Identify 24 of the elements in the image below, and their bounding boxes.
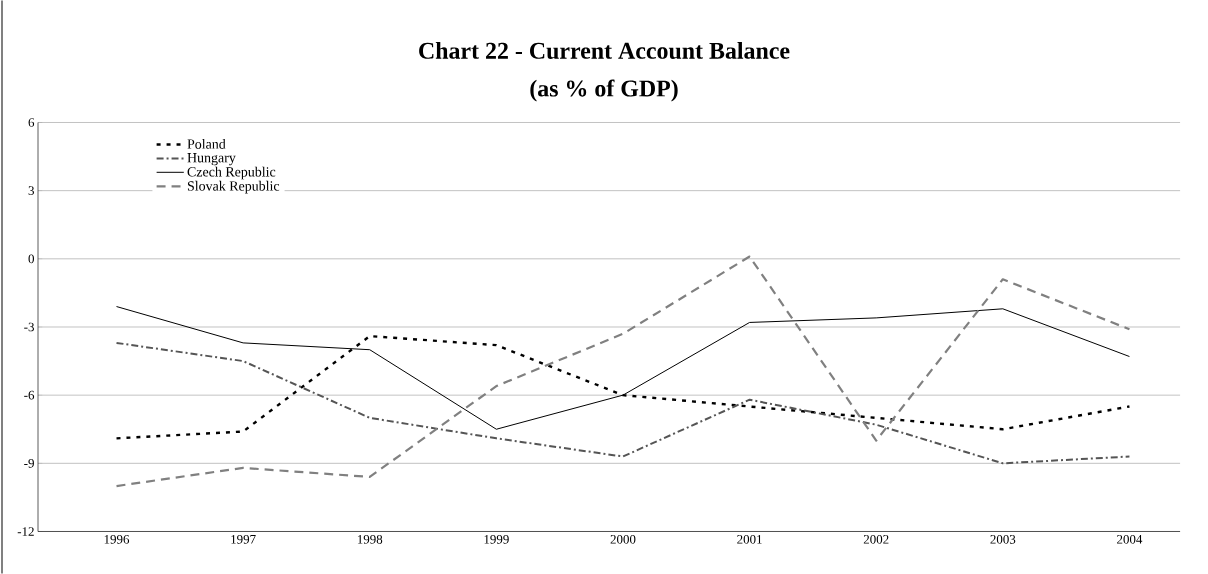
legend-label: Hungary <box>187 153 236 166</box>
x-tick-label: 2003 <box>990 535 1016 544</box>
y-tick-label: 3 <box>28 186 34 195</box>
x-tick-label: 1996 <box>104 535 130 544</box>
legend-label: Slovak Republic <box>187 180 280 194</box>
x-tick-label: 1997 <box>231 535 256 544</box>
y-tick-label: 0 <box>28 254 34 264</box>
line-series <box>115 255 1131 488</box>
x-tick-label: 1999 <box>484 535 509 544</box>
x-tick-label: 2002 <box>863 535 889 544</box>
x-tick-label: 2000 <box>610 535 636 544</box>
legend-label: Poland <box>187 138 226 149</box>
y-tick-label: -9 <box>24 458 34 468</box>
chart-subtitle: (as % of GDP) <box>530 79 678 102</box>
y-tick-label: -12 <box>17 527 34 536</box>
x-tick-label: 1998 <box>357 535 383 544</box>
x-tick-label: 2001 <box>737 535 762 544</box>
y-tick-label: 6 <box>28 118 35 127</box>
y-tick-label: -6 <box>24 390 35 400</box>
line-series <box>115 341 1131 465</box>
legend-label: Czech Republic <box>187 166 276 180</box>
y-tick-label: -3 <box>24 322 34 332</box>
chart-title: Chart 22 - Current Account Balance <box>419 42 790 59</box>
x-tick-label: 2004 <box>1117 535 1143 544</box>
